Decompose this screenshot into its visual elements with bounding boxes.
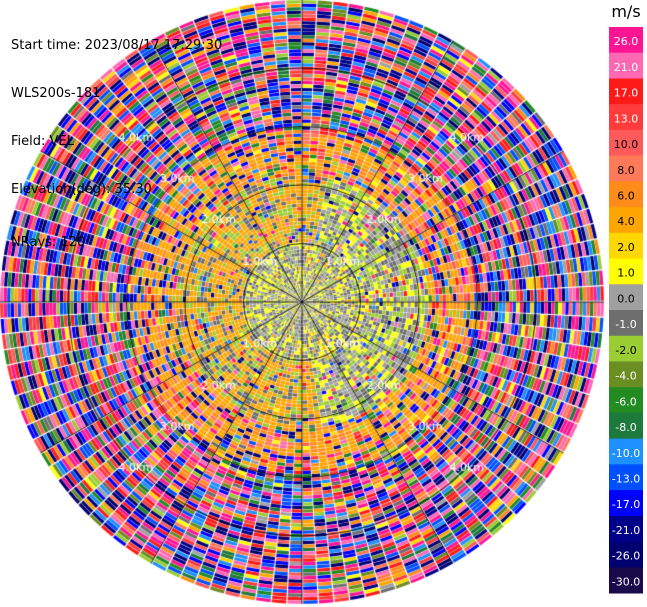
colorbar-unit: m/s xyxy=(611,2,640,21)
colorbar-tick-label: 4.0 xyxy=(617,215,635,228)
colorbar-swatch xyxy=(609,284,643,311)
colorbar-tick-label: 17.0 xyxy=(614,87,639,100)
colorbar-tick-label: -30.0 xyxy=(612,575,640,588)
colorbar-swatch xyxy=(609,104,643,131)
colorbar-tick-label: -10.0 xyxy=(612,447,640,460)
colorbar-tick-label: -2.0 xyxy=(615,344,636,357)
colorbar-swatch xyxy=(609,181,643,208)
start-time: Start time: 2023/08/17 17:29:30 xyxy=(11,38,223,53)
field-name: Field: VEL xyxy=(11,134,74,149)
colorbar-swatch xyxy=(609,27,643,54)
scan-info: Start time: 2023/08/17 17:29:30 WLS200s-… xyxy=(11,6,222,267)
colorbar-swatch xyxy=(609,52,643,79)
elevation: Elevation(deg): 35.30 xyxy=(11,182,152,197)
colorbar-swatch xyxy=(609,129,643,157)
nrays: NRays: 120 xyxy=(11,235,86,250)
colorbar-tick-label: -6.0 xyxy=(615,395,636,408)
colorbar-swatch xyxy=(609,490,643,517)
colorbar-swatch xyxy=(609,155,643,182)
colorbar-swatch xyxy=(609,567,643,594)
colorbar-swatch xyxy=(609,78,643,105)
colorbar-swatch xyxy=(609,412,643,440)
colorbar-swatch xyxy=(609,541,643,568)
colorbar-tick-label: 8.0 xyxy=(617,164,635,177)
colorbar-tick-label: -21.0 xyxy=(612,524,640,537)
colorbar-tick-label: 1.0 xyxy=(617,267,635,280)
colorbar-swatch xyxy=(609,387,643,414)
colorbar-swatch xyxy=(609,335,643,362)
colorbar-swatch xyxy=(609,310,643,337)
colorbar-swatch xyxy=(609,438,643,465)
colorbar-tick-label: -1.0 xyxy=(615,318,636,331)
colorbar-tick-label: 2.0 xyxy=(617,241,635,254)
colorbar-tick-label: -4.0 xyxy=(615,370,636,383)
colorbar-swatch xyxy=(609,258,643,285)
colorbar-tick-label: 13.0 xyxy=(614,112,639,125)
instrument-name: WLS200s-181 xyxy=(11,86,101,101)
colorbar-swatch xyxy=(609,464,643,491)
colorbar-tick-label: -8.0 xyxy=(615,421,636,434)
colorbar-tick-label: -26.0 xyxy=(612,550,640,563)
colorbar-tick-label: -17.0 xyxy=(612,498,640,511)
colorbar-tick-label: 6.0 xyxy=(617,190,635,203)
colorbar-tick-label: 10.0 xyxy=(614,138,639,151)
colorbar-swatch xyxy=(609,207,643,234)
colorbar-tick-label: -13.0 xyxy=(612,473,640,486)
colorbar-tick-label: 26.0 xyxy=(614,35,639,48)
colorbar-tick-label: 21.0 xyxy=(614,61,639,74)
colorbar-swatch xyxy=(609,232,643,260)
colorbar-tick-label: 0.0 xyxy=(617,292,635,305)
colorbar-swatch xyxy=(609,515,643,543)
colorbar-swatch xyxy=(609,361,643,388)
